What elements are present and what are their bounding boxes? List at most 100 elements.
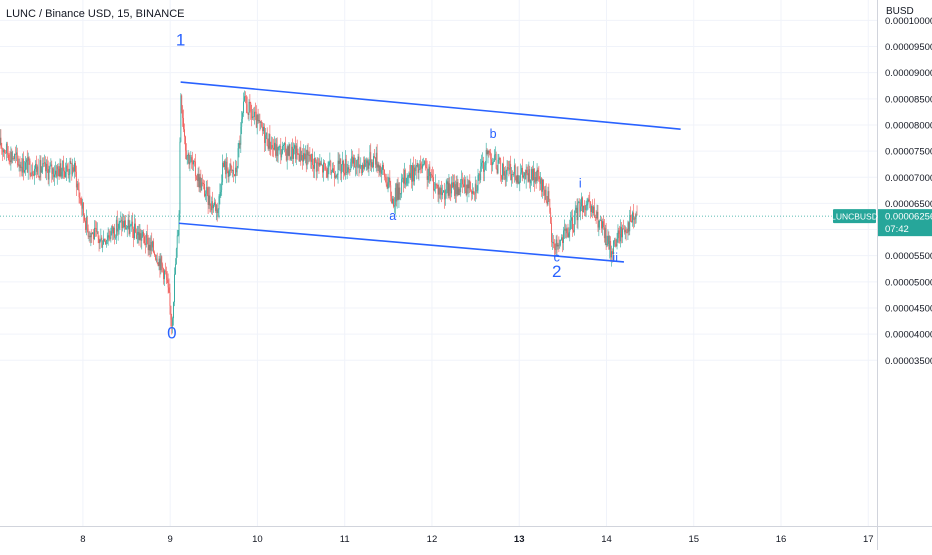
candle-body — [49, 169, 50, 180]
candle-body — [59, 169, 60, 177]
candle-body — [266, 133, 267, 136]
candle-body — [471, 191, 472, 194]
wave-label: i — [579, 177, 582, 191]
candle-body — [101, 238, 102, 248]
candle-body — [157, 259, 158, 263]
candle-body — [92, 232, 93, 234]
wave-label: 1 — [176, 30, 185, 49]
candle-body — [549, 199, 550, 212]
candle-body — [632, 212, 633, 222]
candle-body — [603, 221, 604, 227]
candle-body — [581, 197, 582, 206]
candle-body — [21, 167, 22, 168]
candle-body — [331, 172, 332, 173]
candle-body — [409, 173, 410, 176]
candle-body — [209, 196, 210, 205]
candle-body — [588, 199, 589, 201]
candle-body — [573, 230, 574, 232]
y-tick-label: 0.00003500 — [885, 356, 932, 367]
candle-body — [498, 158, 499, 160]
candle-body — [79, 190, 80, 197]
candle-body — [222, 163, 223, 183]
candle-body — [533, 169, 534, 180]
candle-body — [12, 158, 13, 159]
candle-body — [519, 181, 520, 182]
candle-body — [100, 240, 101, 243]
candle-body — [113, 228, 114, 234]
candle-body — [190, 162, 191, 164]
candle-body — [121, 220, 122, 228]
candle-body — [366, 163, 367, 166]
candle-body — [70, 161, 71, 174]
candle-body — [477, 190, 478, 191]
x-tick-label: 9 — [168, 534, 173, 545]
y-tick-label: 0.00005000 — [885, 277, 932, 288]
candle-body — [128, 220, 129, 228]
candle-body — [597, 212, 598, 218]
candle-body — [419, 169, 420, 172]
candle-body — [529, 169, 530, 183]
candle-body — [8, 153, 9, 155]
candle-body — [230, 164, 231, 171]
candle-body — [391, 196, 392, 203]
candle-body — [587, 204, 588, 205]
candle-body — [228, 171, 229, 177]
candle-body — [466, 191, 467, 195]
candle-body — [381, 170, 382, 174]
candle-body — [304, 153, 305, 159]
candle-body — [374, 156, 375, 158]
candle-body — [453, 182, 454, 187]
candle-body — [221, 182, 222, 190]
candle-body — [40, 160, 41, 177]
candle-body — [242, 113, 243, 119]
candle-body — [417, 163, 418, 166]
candle-body — [216, 205, 217, 211]
candle-body — [166, 272, 167, 278]
candle-body — [100, 238, 101, 240]
candle-body — [609, 241, 610, 250]
candle-body — [65, 172, 66, 177]
candle-body — [210, 206, 211, 210]
candle-body — [3, 150, 4, 152]
candle-body — [153, 241, 154, 252]
candle-body — [217, 205, 218, 213]
candle-body — [226, 162, 227, 174]
candle-body — [547, 201, 548, 204]
candle-body — [463, 184, 464, 187]
candle-body — [349, 169, 350, 170]
candle-body — [462, 179, 463, 184]
candle-body — [433, 177, 434, 190]
candle-body — [225, 161, 226, 174]
candle-body — [117, 220, 118, 232]
candle-body — [548, 191, 549, 204]
candle-body — [83, 202, 84, 215]
candle-body — [24, 170, 25, 172]
candle-body — [403, 178, 404, 184]
candle-body — [204, 184, 205, 196]
candle-body — [124, 220, 125, 227]
candle-body — [351, 157, 352, 163]
candle-body — [151, 242, 152, 247]
candle-body — [446, 184, 447, 194]
candle-body — [447, 181, 448, 184]
symbol-title[interactable]: LUNC / Binance USD, 15, BINANCE — [6, 8, 185, 20]
candle-body — [588, 199, 589, 204]
candle-body — [371, 162, 372, 167]
candle-body — [492, 162, 493, 165]
candle-body — [590, 202, 591, 212]
candle-body — [412, 165, 413, 181]
candle-body — [557, 240, 558, 247]
candle-body — [378, 164, 379, 167]
candle-body — [380, 166, 381, 174]
candle-body — [289, 144, 290, 155]
candle-body — [553, 242, 554, 244]
candle-body — [1, 148, 2, 149]
candle-body — [527, 170, 528, 173]
candle-body — [192, 161, 193, 165]
candle-body — [293, 149, 294, 159]
candle-body — [513, 174, 514, 175]
candle-body — [618, 230, 619, 238]
